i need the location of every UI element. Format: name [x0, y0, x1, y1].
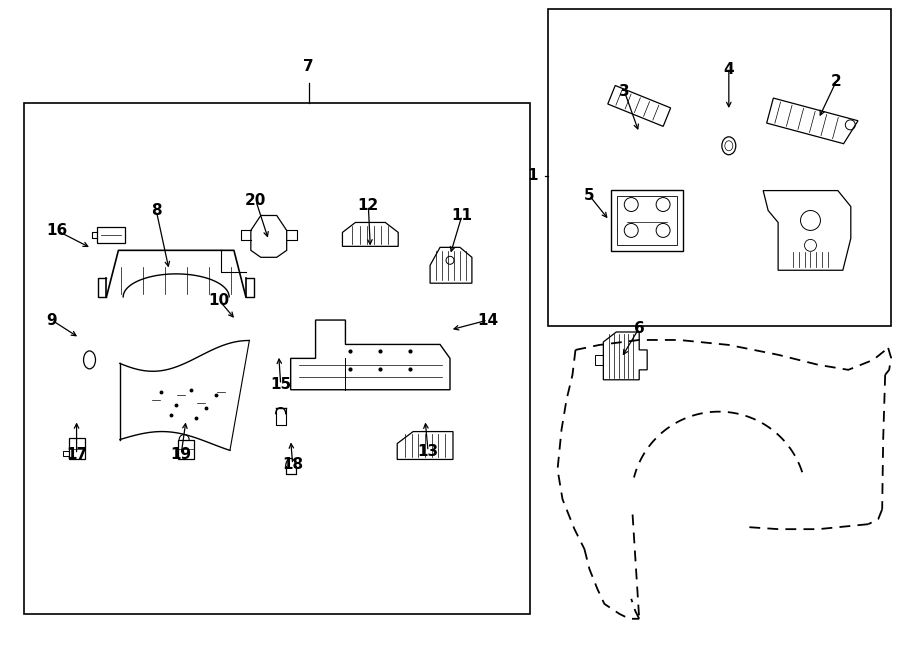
Text: 6: 6 — [634, 321, 644, 336]
Bar — [547, 9, 891, 326]
Text: 5: 5 — [584, 188, 595, 203]
Text: 3: 3 — [619, 83, 630, 98]
Text: 14: 14 — [477, 313, 499, 328]
Text: 16: 16 — [46, 223, 68, 238]
Text: 15: 15 — [270, 377, 292, 392]
Text: 11: 11 — [452, 208, 472, 223]
Text: 7: 7 — [303, 59, 314, 73]
Text: 17: 17 — [66, 447, 87, 462]
Text: 9: 9 — [47, 313, 57, 328]
Text: 4: 4 — [724, 61, 734, 77]
Text: 10: 10 — [209, 293, 230, 307]
Text: 13: 13 — [418, 444, 438, 459]
Text: 2: 2 — [831, 73, 842, 89]
Bar — [23, 103, 530, 614]
Text: 20: 20 — [245, 193, 266, 208]
Text: 12: 12 — [357, 198, 379, 213]
Text: 19: 19 — [171, 447, 192, 462]
Text: 8: 8 — [151, 203, 162, 218]
Text: 18: 18 — [282, 457, 303, 472]
Text: 1: 1 — [527, 168, 538, 183]
